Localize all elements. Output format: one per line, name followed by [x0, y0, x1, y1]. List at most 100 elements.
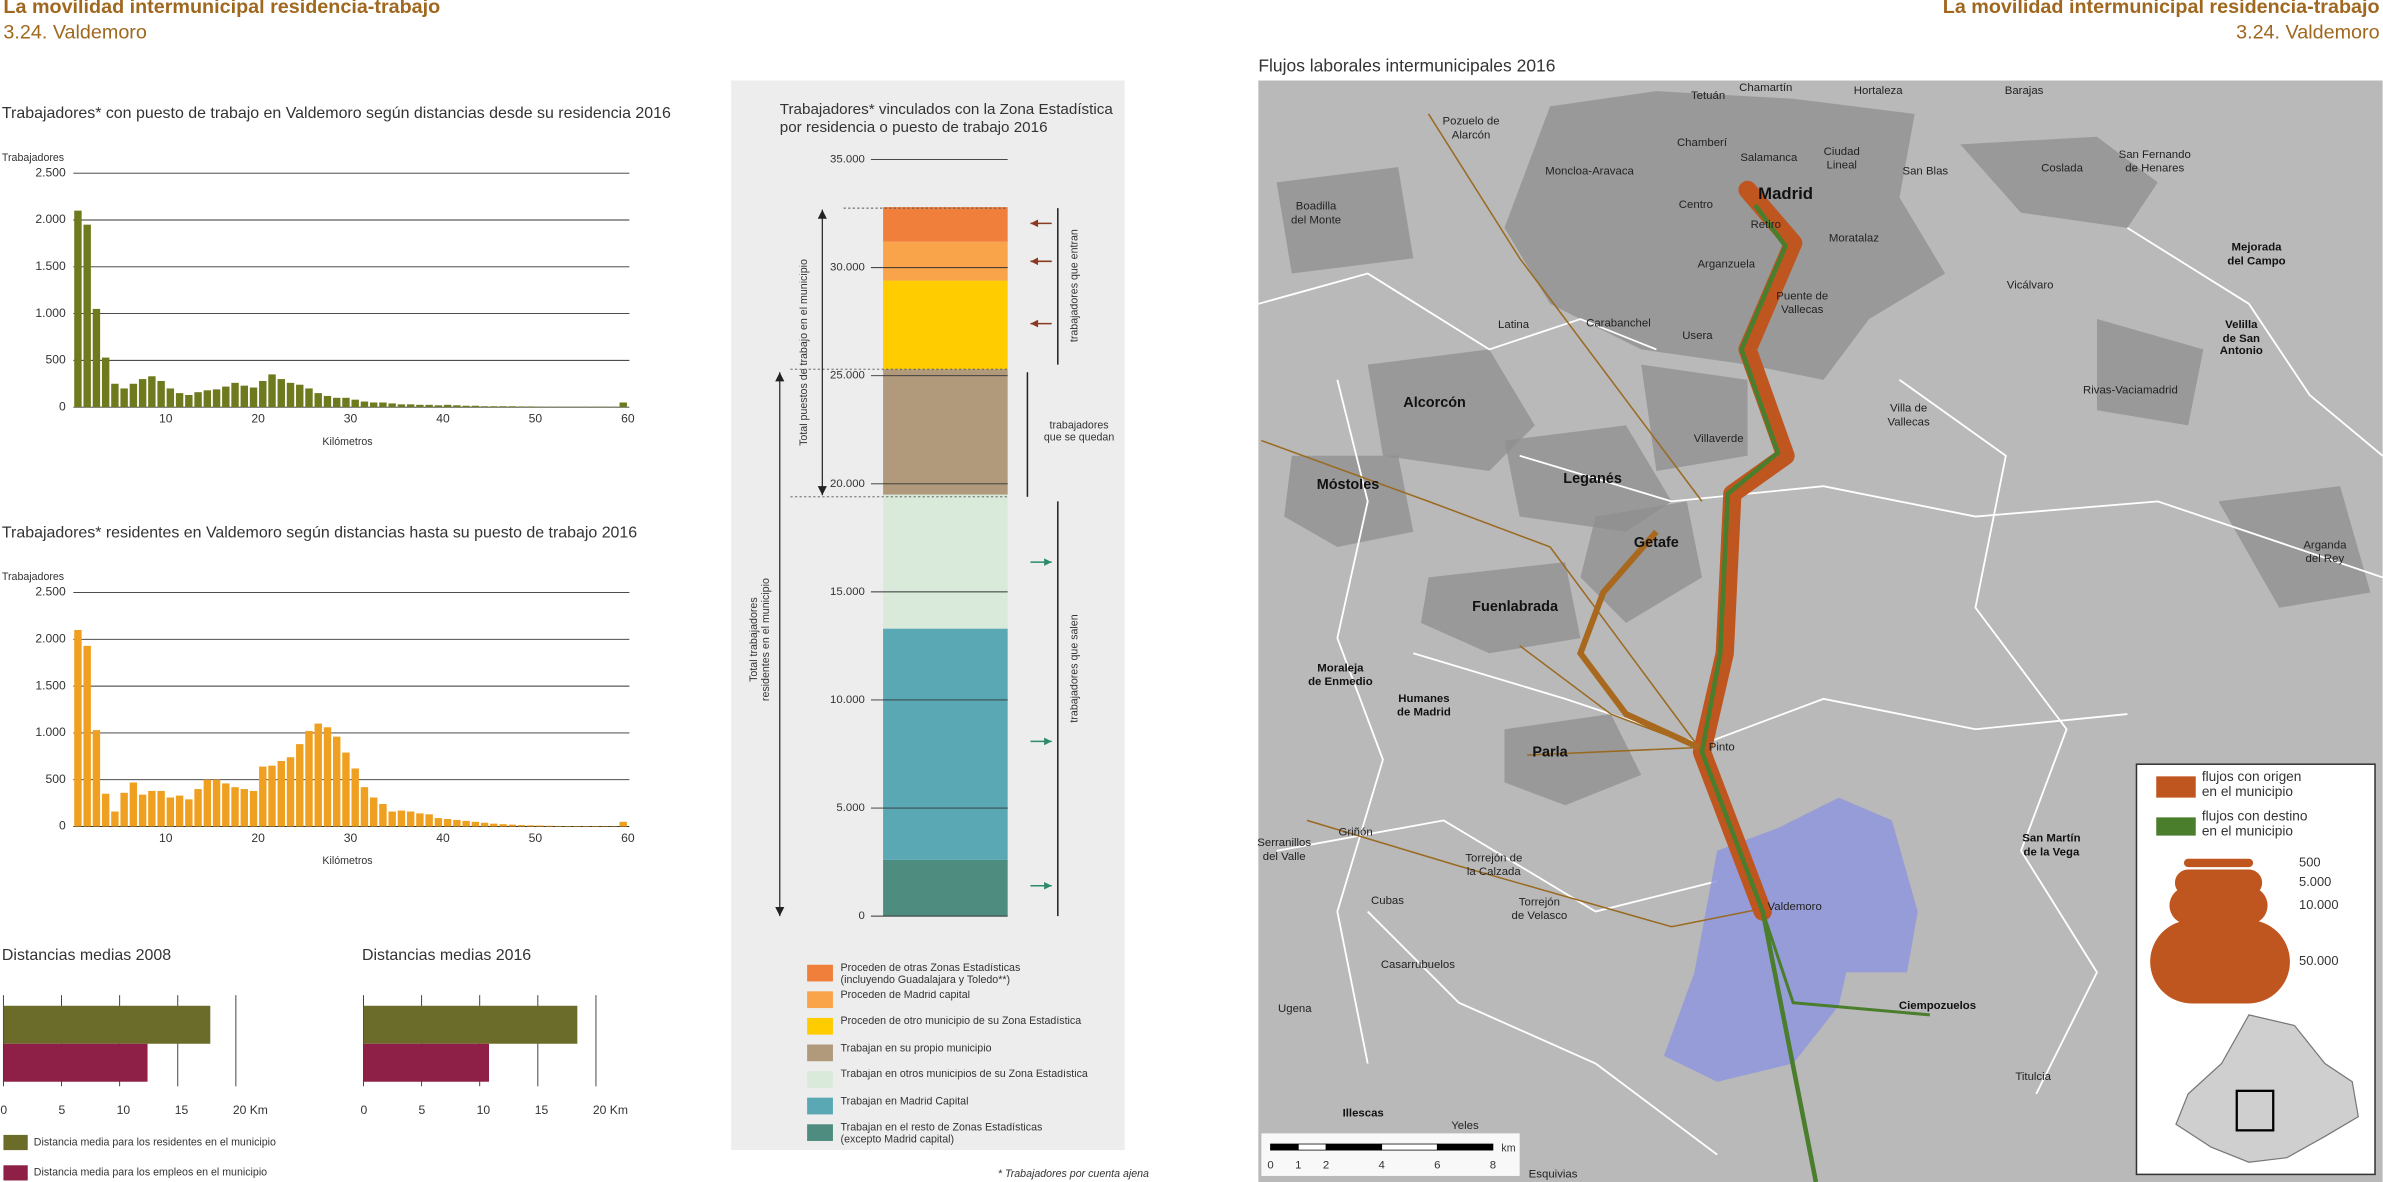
bar: [323, 727, 332, 827]
flow-origin: [1577, 529, 1701, 751]
scale-label: 2: [1323, 1159, 1329, 1171]
flow-line: [1427, 113, 1703, 502]
flow-arrow-head: [1044, 558, 1052, 566]
map-label-box: Moratalaz: [1828, 231, 1879, 245]
map-label-box: Griñón: [1338, 826, 1373, 839]
x-tick-label: 20 Km: [233, 1103, 268, 1117]
map-label: Casarrubuelos: [1380, 958, 1455, 971]
map-label: Illescas: [1342, 1107, 1384, 1120]
bar: [92, 730, 101, 827]
boundary-line: [1519, 454, 2383, 579]
y-tick-label: 2.000: [35, 632, 66, 646]
map-label-box: Valdemoro: [1768, 900, 1822, 912]
map-label: Arganzuela: [1697, 257, 1756, 270]
bar: [120, 388, 128, 408]
bar: [499, 406, 507, 408]
map-label: Boadilla del Monte: [1291, 201, 1342, 227]
bar: [175, 795, 184, 827]
y-tick-label: 5.000: [836, 802, 864, 814]
bar: [175, 393, 184, 408]
map-label: Cubas: [1371, 894, 1404, 907]
annotation: Total puestos de trabajo en el municipio: [799, 259, 811, 446]
annotation-box: Total trabajadores residentes en el muni…: [749, 578, 773, 702]
y-tick-label: 1.500: [35, 678, 66, 692]
bar: [416, 813, 424, 827]
legend-label: Proceden de otras Zonas Estadísticas (in…: [840, 963, 1021, 987]
scale-segment: [1381, 1143, 1438, 1151]
scale-background: [1261, 1133, 1520, 1176]
bar: [536, 825, 544, 827]
bar: [363, 1005, 578, 1044]
boundary-line: [2126, 227, 2383, 457]
bar: [129, 782, 138, 827]
annotation: Total trabajadores residentes en el muni…: [749, 578, 773, 702]
bar: [259, 766, 267, 827]
bar: [545, 825, 553, 827]
annotation: trabajadores que salen: [1069, 614, 1081, 723]
bar: [240, 789, 249, 827]
scale-unit: km: [1501, 1142, 1515, 1154]
bar: [360, 787, 369, 827]
header-subtitle: 3.24. Valdemoro: [2236, 22, 2379, 44]
header-title: La movilidad intermunicipal residencia-t…: [1943, 0, 2380, 18]
x-tick-label: 20 Km: [593, 1103, 628, 1117]
chart-title: Distancias medias 2016: [362, 947, 531, 964]
x-tick-label: 60: [621, 412, 635, 426]
bar: [212, 389, 221, 408]
size-label: 5.000: [2299, 874, 2331, 889]
bar: [129, 383, 138, 408]
map-label-box: Chamartín: [1739, 82, 1792, 94]
y-tick-label: 25.000: [830, 370, 865, 382]
legend-label: flujos con origen en el municipio: [2201, 768, 2302, 800]
map-label-box: Torrejón de la Calzada: [1465, 853, 1522, 878]
legend-swatch: [807, 964, 833, 982]
map-label-box: Centro: [1679, 199, 1713, 211]
bar: [480, 406, 489, 408]
map-label: Parla: [1532, 745, 1568, 761]
urban-area: [1367, 349, 1535, 471]
x-tick-label: 15: [535, 1103, 549, 1117]
map-label-box: Villa de Vallecas: [1887, 403, 1929, 428]
bar-segment: [883, 494, 1008, 629]
map-label: Salamanca: [1740, 151, 1798, 164]
bar-segment: [883, 369, 1008, 495]
map-label: Titulcia: [2015, 1070, 2052, 1083]
size-label: 10.000: [2299, 897, 2338, 912]
bar: [471, 821, 480, 827]
bar: [499, 824, 507, 827]
bar: [379, 804, 387, 827]
map-label: Moratalaz: [1828, 231, 1879, 245]
bar: [259, 380, 267, 408]
map-label-box: Ugena: [1278, 1002, 1312, 1014]
bar: [406, 404, 415, 408]
bar-segment: [883, 241, 1008, 281]
map-label: Ciudad Lineal: [1823, 146, 1860, 172]
x-tick-label: 0: [0, 1103, 7, 1117]
flow-line: [1306, 819, 1763, 928]
bar: [397, 404, 406, 408]
urban-area: [1504, 91, 1946, 380]
map-label: Griñón: [1338, 826, 1373, 839]
map-label-box: Fuenlabrada: [1472, 599, 1558, 614]
municipality-area: [1663, 797, 1918, 1082]
scale-segment: [1297, 1143, 1327, 1151]
map-label: Esquivias: [1528, 1167, 1578, 1181]
bar: [138, 794, 147, 827]
legend-label: Proceden de Madrid capital: [840, 989, 971, 1001]
map-label-box: Usera: [1682, 329, 1712, 341]
map-label: Getafe: [1633, 535, 1679, 551]
map-label-box: San Blas: [1902, 165, 1948, 177]
y-tick-label: 0: [59, 819, 66, 833]
map-label-box: Chamberí: [1677, 136, 1727, 148]
bar: [462, 820, 470, 827]
map-label-box: Móstoles: [1317, 478, 1380, 493]
y-tick-label: 1.000: [35, 725, 66, 739]
size-label: 500: [2299, 854, 2321, 869]
map-label-box: Puente de Vallecas: [1776, 291, 1828, 316]
bar: [185, 395, 193, 408]
x-tick-label: 60: [621, 831, 635, 845]
bar: [619, 821, 627, 827]
bar: [277, 379, 285, 408]
bar: [397, 810, 406, 827]
